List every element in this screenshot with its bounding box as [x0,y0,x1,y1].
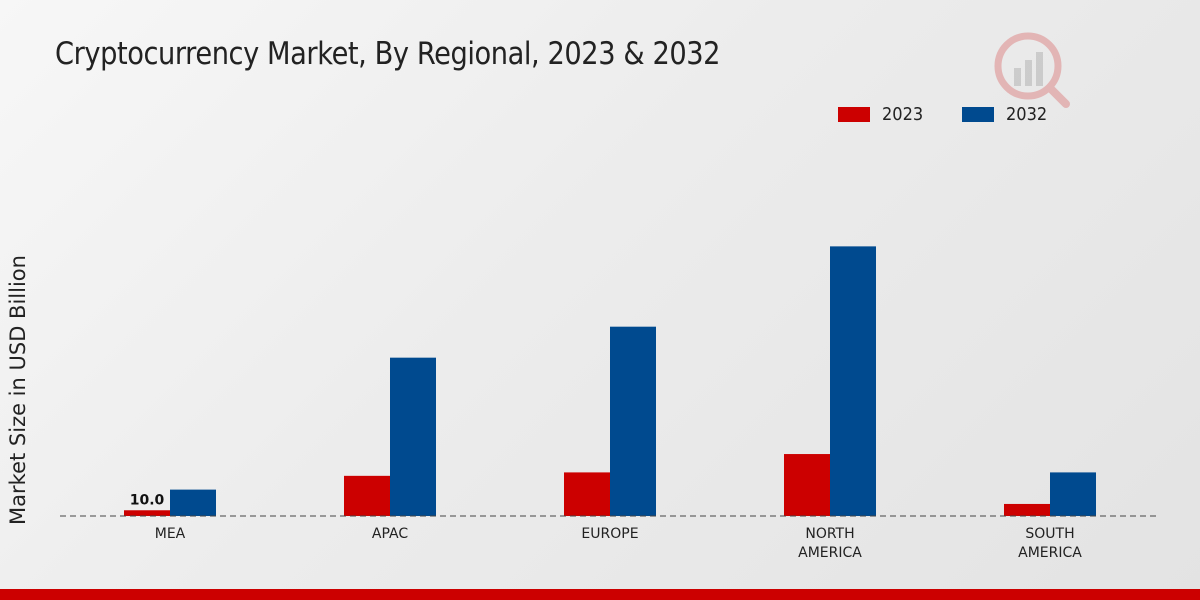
legend-label-2032: 2032 [1005,104,1048,125]
legend-label-2023: 2023 [882,104,924,125]
bar-2023-north-america [784,454,830,516]
x-tick-label-apac: APAC [372,526,408,542]
data-label-2023-mea: 10.0 [130,492,165,508]
bar-2023-europe [564,472,610,516]
legend-item-2032[interactable]: 2032 [961,104,1052,125]
legend-item-2023[interactable]: 2023 [838,104,928,125]
bar-2023-apac [344,475,390,516]
x-tick-label-mea: MEA [155,526,186,542]
x-tick-label-north-america: NORTH AMERICA [798,526,862,561]
chart-title: Cryptocurrency Market, By Regional, 2023… [55,36,721,72]
legend-swatch-2023 [838,107,870,122]
bar-2032-mea [170,489,216,516]
x-tick-label-europe: EUROPE [581,526,638,542]
bar-2032-south-america [1050,472,1096,516]
chart-legend: 2023 2032 [838,104,1086,125]
x-tick-label-south-america: SOUTH AMERICA [1018,526,1082,561]
bar-2023-mea [124,510,170,516]
watermark-logo-icon [990,28,1074,112]
bar-2032-north-america [830,246,876,517]
legend-swatch-2032 [961,107,994,122]
bar-2032-europe [610,326,656,516]
bar-2032-apac [390,357,436,516]
footer-accent-bar [0,589,1200,600]
bar-2023-south-america [1004,503,1050,516]
